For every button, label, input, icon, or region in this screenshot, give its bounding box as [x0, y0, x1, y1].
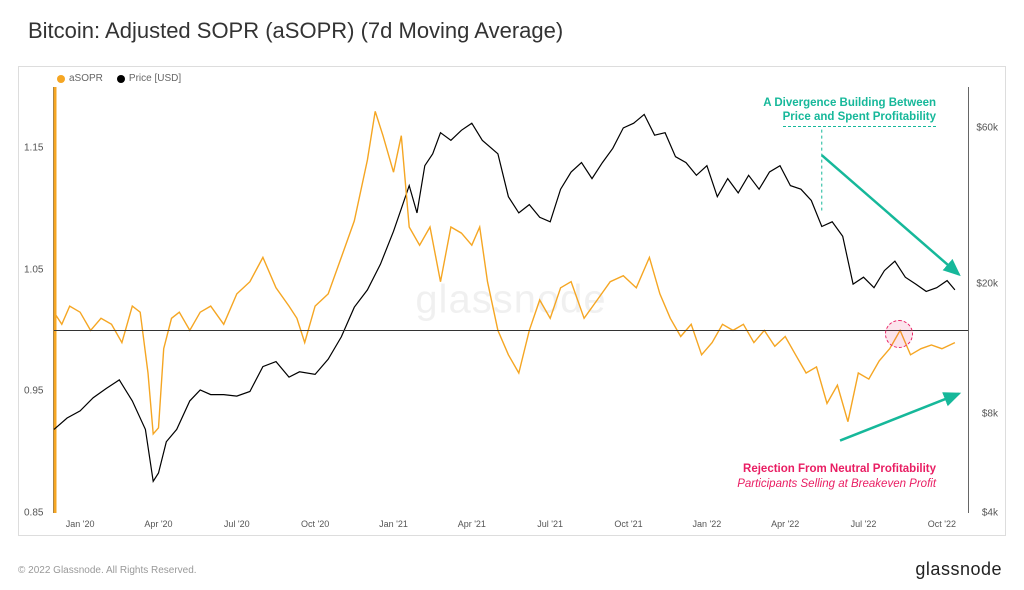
chart-svg [54, 87, 968, 513]
x-tick: Apr '21 [458, 519, 486, 529]
x-tick: Oct '22 [928, 519, 956, 529]
x-tick: Jan '20 [66, 519, 95, 529]
annotation-rejection: Rejection From Neutral Profitability Par… [737, 462, 936, 492]
legend-swatch-asopr [57, 75, 65, 83]
x-tick: Jul '20 [224, 519, 250, 529]
y-left-tick: 1.15 [24, 142, 43, 153]
asopr-line [54, 111, 955, 434]
legend-swatch-price [117, 75, 125, 83]
y-right-tick: $4k [982, 508, 998, 519]
x-tick: Jul '21 [537, 519, 563, 529]
x-tick: Jan '22 [692, 519, 721, 529]
x-tick: Oct '21 [614, 519, 642, 529]
x-tick: Oct '20 [301, 519, 329, 529]
annotation-arrow [840, 394, 959, 441]
plot-area: glassnode 0.850.951.051.15$4k$8k$20k$60k… [53, 87, 969, 513]
chart-frame: aSOPR Price [USD] glassnode 0.850.951.05… [18, 66, 1006, 536]
footer-copyright: © 2022 Glassnode. All Rights Reserved. [18, 565, 197, 576]
x-tick: Apr '20 [144, 519, 172, 529]
y-right-tick: $8k [982, 409, 998, 420]
y-right-tick: $20k [976, 279, 998, 290]
price-line [54, 114, 955, 481]
y-right-tick: $60k [976, 122, 998, 133]
x-tick: Jul '22 [851, 519, 877, 529]
legend-label-price: Price [USD] [129, 73, 181, 84]
x-tick: Apr '22 [771, 519, 799, 529]
y-left-tick: 1.05 [24, 264, 43, 275]
legend: aSOPR Price [USD] [57, 73, 181, 84]
annotation-divergence: A Divergence Building Between Price and … [763, 96, 936, 128]
page-title: Bitcoin: Adjusted SOPR (aSOPR) (7d Movin… [28, 18, 563, 44]
annotation-arrow [822, 155, 959, 274]
legend-label-asopr: aSOPR [69, 73, 103, 84]
footer-brand: glassnode [915, 559, 1002, 580]
x-tick: Jan '21 [379, 519, 408, 529]
legend-item-price: Price [USD] [117, 73, 181, 84]
legend-item-asopr: aSOPR [57, 73, 103, 84]
y-left-tick: 0.85 [24, 508, 43, 519]
y-left-tick: 0.95 [24, 386, 43, 397]
ref-line [54, 330, 968, 331]
